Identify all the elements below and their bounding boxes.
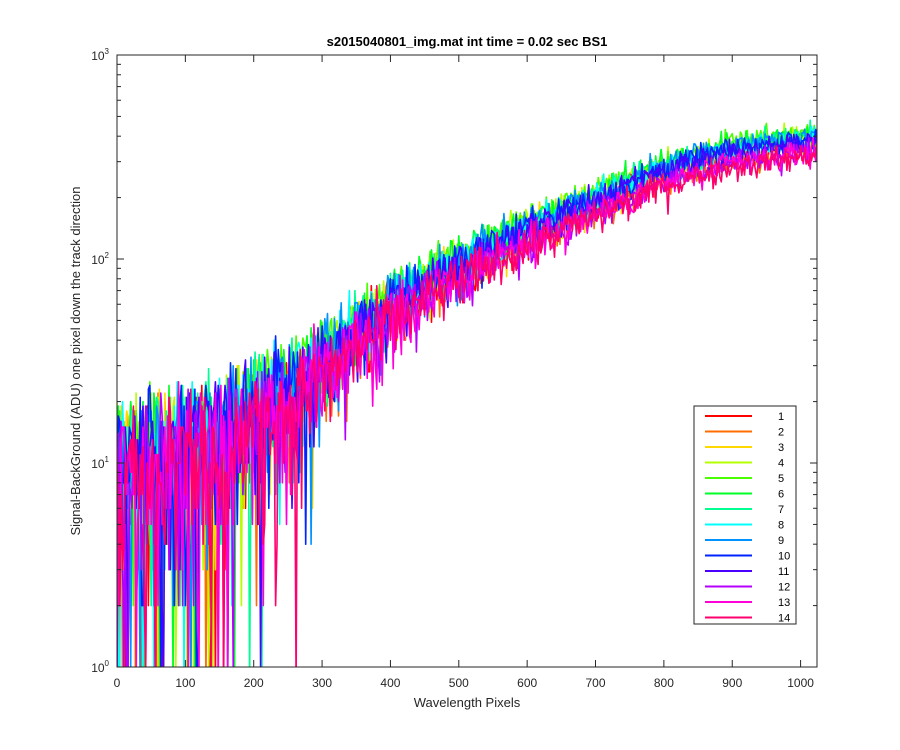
axis-ticks [116, 54, 817, 668]
legend-label-6: 6 [778, 489, 784, 501]
axes-box [116, 54, 818, 668]
y-tick-label: 102 [91, 251, 109, 267]
legend-label-3: 3 [778, 442, 784, 454]
legend-label-9: 9 [778, 535, 784, 547]
series-line-14 [117, 142, 817, 667]
x-tick-label: 400 [380, 676, 400, 690]
x-tick-label: 700 [586, 676, 606, 690]
plot-area [117, 119, 817, 667]
y-tick-label: 100 [91, 659, 109, 675]
x-tick-label: 300 [312, 676, 332, 690]
x-tick-label: 800 [654, 676, 674, 690]
x-axis-label: Wavelength Pixels [414, 695, 521, 710]
legend-label-5: 5 [778, 473, 784, 485]
x-tick-label: 0 [114, 676, 121, 690]
y-tick-label: 103 [91, 47, 109, 63]
x-tick-label: 600 [517, 676, 537, 690]
legend-label-4: 4 [778, 458, 784, 470]
series-lines [117, 119, 817, 667]
x-tick-label: 100 [175, 676, 195, 690]
y-axis-label: Signal-BackGround (ADU) one pixel down t… [68, 186, 83, 535]
x-tick-label: 500 [449, 676, 469, 690]
legend-label-10: 10 [778, 551, 790, 563]
y-tick-label: 101 [91, 455, 109, 471]
legend-label-7: 7 [778, 504, 784, 516]
legend-box [693, 405, 797, 625]
x-tick-label: 1000 [787, 676, 814, 690]
legend-label-11: 11 [778, 566, 789, 578]
legend-label-14: 14 [778, 613, 790, 625]
legend-label-13: 13 [778, 597, 790, 609]
axis-tick-labels: 0 100 200 300 400 500 600 700 800 900 100010010110… [91, 47, 814, 690]
x-tick-label: 900 [722, 676, 742, 690]
legend-label-1: 1 [778, 411, 784, 423]
x-tick-label: 200 [244, 676, 264, 690]
legend-label-12: 12 [778, 582, 790, 594]
legend-label-2: 2 [778, 427, 784, 439]
chart-title: s2015040801_img.mat int time = 0.02 sec … [327, 34, 608, 49]
legend-label-8: 8 [778, 520, 784, 532]
